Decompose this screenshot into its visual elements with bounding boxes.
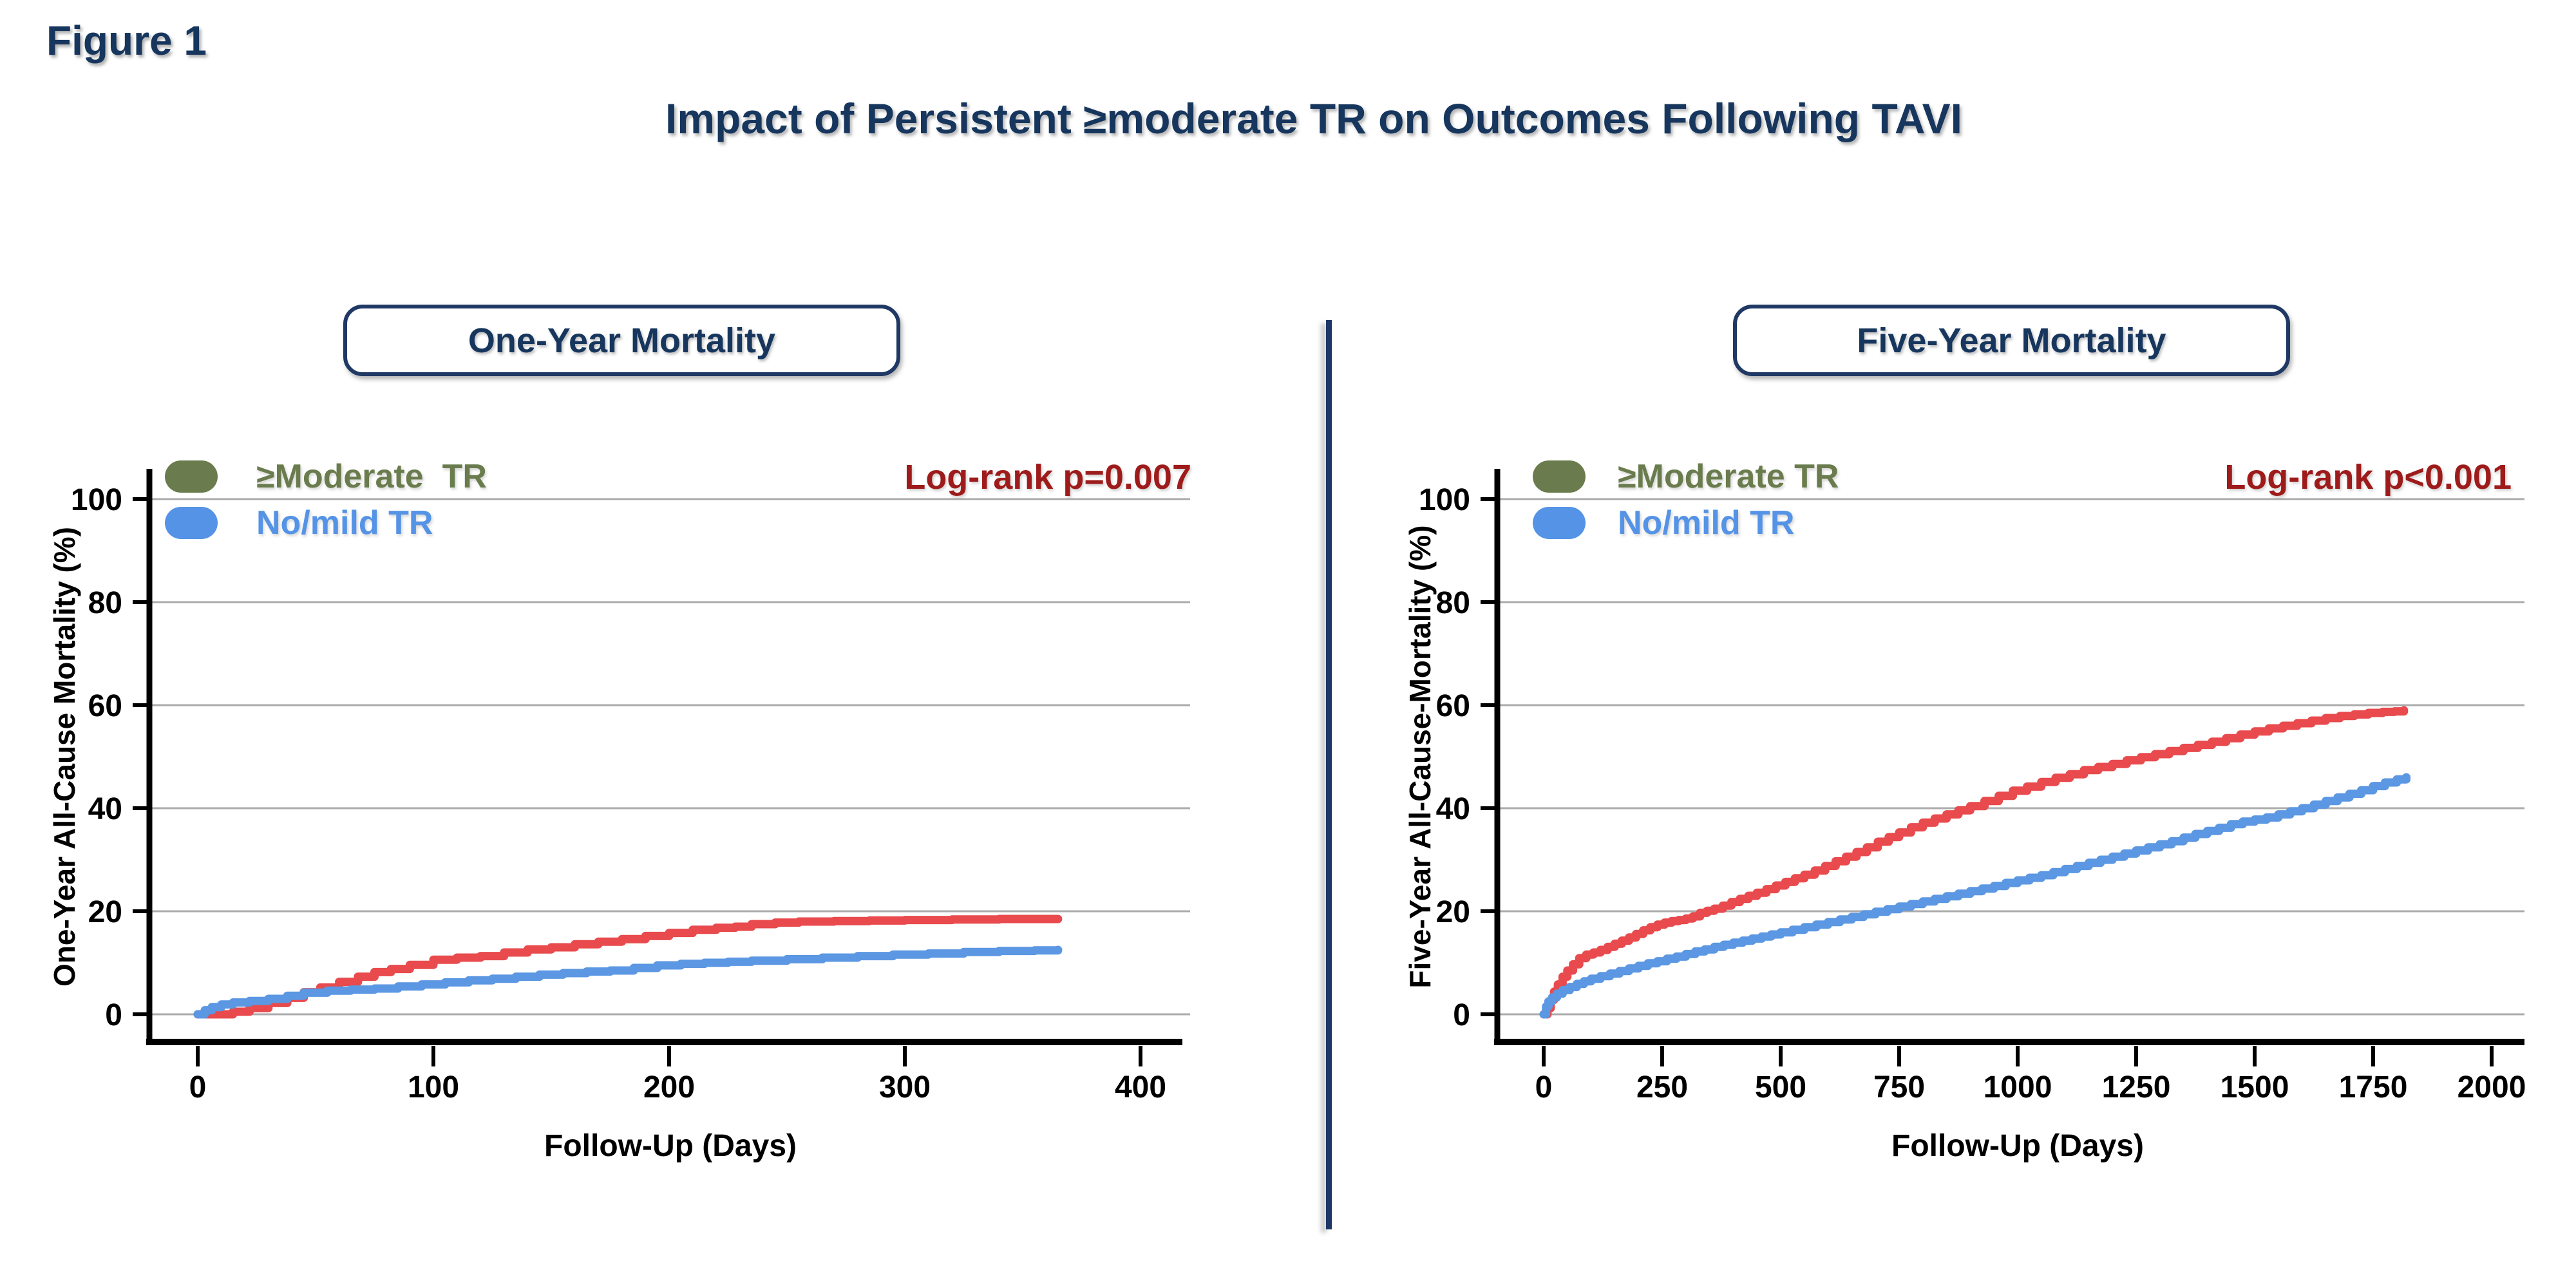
logrank-annotation-five-year: Log-rank p<0.001 xyxy=(2224,458,2512,497)
panel-header-five-year: Five-Year Mortality xyxy=(1733,305,2290,376)
x-tick-label: 200 xyxy=(643,1070,695,1104)
y-axis-title-five-year: Five-Year All-Cause-Mortality (%) xyxy=(1403,525,1437,989)
x-tick-label: 250 xyxy=(1636,1070,1688,1104)
y-tick-label: 40 xyxy=(1436,792,1470,826)
legend-swatch-moderate-tr-5y xyxy=(1533,460,1586,493)
y-tick-label: 80 xyxy=(1436,586,1470,620)
x-tick-label: 0 xyxy=(189,1070,207,1104)
y-axis-title-one-year: One-Year All-Cause Mortality (%) xyxy=(48,526,81,987)
legend-label-moderate-tr-5y: ≥Moderate TR xyxy=(1618,458,1839,495)
legend-label-no-mild-tr: No/mild TR xyxy=(256,504,433,542)
y-tick-label: 20 xyxy=(1436,895,1470,929)
x-tick-label: 750 xyxy=(1873,1070,1925,1104)
x-tick-label: 0 xyxy=(1535,1070,1553,1104)
y-tick-label: 60 xyxy=(1436,689,1470,723)
x-tick-label: 1250 xyxy=(2102,1070,2171,1104)
x-tick-label: 300 xyxy=(879,1070,931,1104)
y-tick-label: 40 xyxy=(88,792,122,826)
legend-item-moderate-tr-5y: ≥Moderate TR xyxy=(1533,458,1839,495)
legend-item-moderate-tr: ≥Moderate TR xyxy=(165,458,487,495)
km-curve xyxy=(1539,706,2409,1019)
legend-swatch-no-mild-tr-5y xyxy=(1533,507,1586,539)
x-axis-title-one-year: Follow-Up (Days) xyxy=(544,1129,797,1163)
x-tick-label: 500 xyxy=(1755,1070,1806,1104)
km-curve xyxy=(1539,773,2410,1019)
panel-header-five-year-label: Five-Year Mortality xyxy=(1857,321,2166,360)
km-curve xyxy=(193,945,1063,1019)
logrank-annotation-one-year: Log-rank p=0.007 xyxy=(904,458,1191,497)
panel-divider xyxy=(1326,320,1332,1229)
panel-header-one-year: One-Year Mortality xyxy=(343,305,900,376)
y-tick-label: 0 xyxy=(1453,998,1470,1032)
legend-label-no-mild-tr-5y: No/mild TR xyxy=(1618,504,1795,542)
x-tick-label: 400 xyxy=(1115,1070,1166,1104)
legend-item-no-mild-tr-5y: No/mild TR xyxy=(1533,504,1795,542)
x-tick-label: 1000 xyxy=(1984,1070,2052,1104)
legend-item-no-mild-tr: No/mild TR xyxy=(165,504,433,542)
y-tick-label: 100 xyxy=(1419,483,1470,517)
x-tick-label: 2000 xyxy=(2458,1070,2526,1104)
figure-title: Impact of Persistent ≥moderate TR on Out… xyxy=(665,95,1962,142)
y-tick-label: 60 xyxy=(88,689,122,723)
y-tick-label: 80 xyxy=(88,586,122,620)
figure-label: Figure 1 xyxy=(46,17,207,64)
y-tick-label: 0 xyxy=(105,998,122,1032)
legend-swatch-moderate-tr xyxy=(165,460,218,493)
legend-swatch-no-mild-tr xyxy=(165,507,218,539)
legend-label-moderate-tr: ≥Moderate TR xyxy=(256,458,487,495)
y-tick-label: 20 xyxy=(88,895,122,929)
x-tick-label: 1750 xyxy=(2339,1070,2408,1104)
x-tick-label: 1500 xyxy=(2221,1070,2289,1104)
x-tick-label: 100 xyxy=(408,1070,459,1104)
panel-header-one-year-label: One-Year Mortality xyxy=(468,321,776,360)
y-tick-label: 100 xyxy=(71,483,122,517)
x-axis-title-five-year: Follow-Up (Days) xyxy=(1891,1129,2144,1163)
